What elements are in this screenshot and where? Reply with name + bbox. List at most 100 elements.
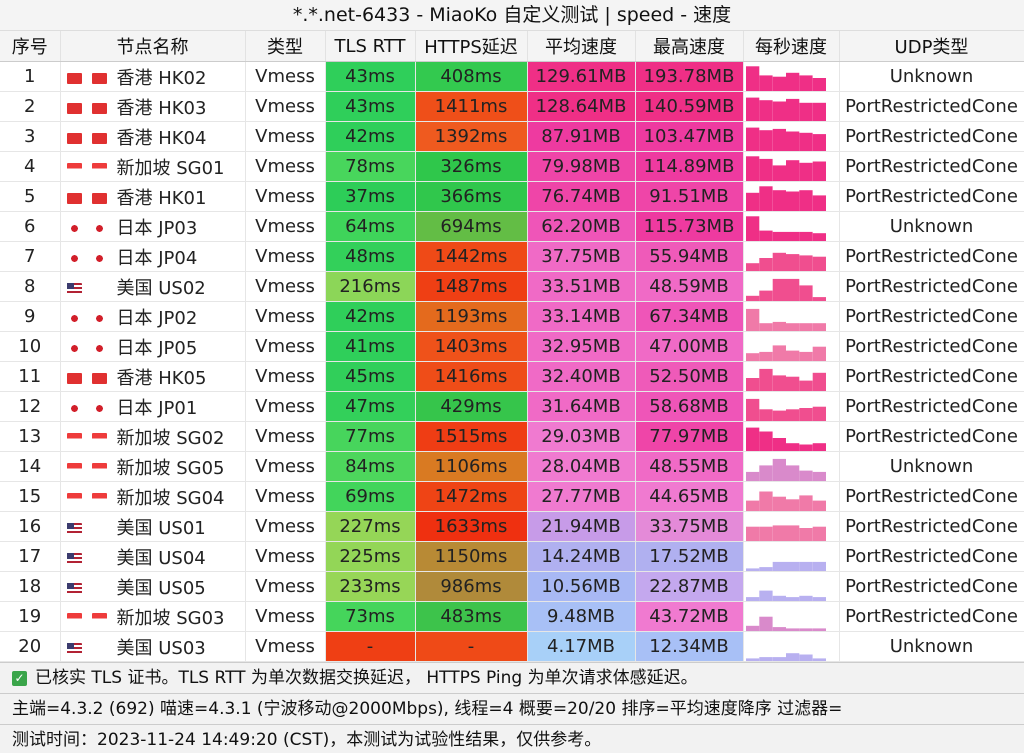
cell-per-second-speed (743, 361, 840, 392)
sparkline-bar (745, 295, 759, 301)
sparkline-bar (772, 656, 786, 661)
cell-per-second-speed (743, 631, 840, 662)
flag-icon (66, 98, 117, 119)
sparkline-bar (812, 346, 826, 361)
cell-https-latency: 1411ms (415, 91, 528, 122)
table-row: 16 美国 US01 Vmess 227ms 1633ms 21.94MB 33.75MB P… (0, 511, 1024, 542)
cell-avg-speed: 33.51MB (527, 271, 636, 302)
sparkline-bar (745, 427, 759, 451)
cell-index: 12 (0, 391, 61, 422)
speed-sparkline (745, 127, 826, 151)
node-name-text: 日本 JP01 (116, 397, 198, 419)
footer-note-text: 已核实 TLS 证书。TLS RTT 为单次数据交换延迟， HTTPS Ping… (35, 668, 698, 688)
cell-max-speed: 103.47MB (635, 121, 744, 152)
table-row: 18 美国 US05 Vmess 233ms 986ms 10.56MB 22.87MB Po… (0, 571, 1024, 602)
cell-https-latency: 1633ms (415, 511, 528, 542)
sparkline-bar (745, 471, 759, 481)
cell-tls-rtt: 69ms (325, 481, 416, 512)
cell-udp-type: PortRestrictedCone (839, 541, 1024, 572)
sparkline-bar (798, 444, 813, 451)
flag-icon (66, 338, 117, 359)
cell-https-latency: 1472ms (415, 481, 528, 512)
sparkline-bar (758, 351, 773, 361)
page-title: *.*.net-6433 - MiaoKo 自定义测试 | speed - 速度 (0, 0, 1024, 31)
speed-sparkline (745, 65, 826, 91)
cell-avg-speed: 32.40MB (527, 361, 636, 392)
sparkline-bar (772, 164, 786, 181)
sparkline-bar (798, 231, 813, 241)
cell-type: Vmess (245, 361, 326, 392)
table-row: 4 新加坡 SG01 Vmess 78ms 326ms 79.98MB 114.89MB Po… (0, 151, 1024, 182)
sparkline-bar (812, 194, 826, 211)
cell-type: Vmess (245, 571, 326, 602)
cell-udp-type: Unknown (839, 451, 1024, 482)
sparkline-bar (745, 352, 759, 361)
cell-https-latency: - (415, 631, 528, 662)
sparkline-bar (772, 76, 786, 91)
flag-icon (66, 458, 117, 479)
sparkline-bar (785, 98, 799, 121)
cell-type: Vmess (245, 511, 326, 542)
sparkline-bar (812, 657, 826, 661)
cell-avg-speed: 128.64MB (527, 91, 636, 122)
sparkline-bar (758, 158, 773, 181)
cell-avg-speed: 62.20MB (527, 211, 636, 242)
speed-sparkline (745, 524, 826, 541)
sparkline-bar (758, 99, 773, 121)
sparkline-bar (772, 321, 786, 331)
node-name-text: 日本 JP03 (116, 217, 198, 239)
sparkline-bar (772, 437, 786, 451)
cell-index: 13 (0, 421, 61, 452)
table-row: 2 香港 HK03 Vmess 43ms 1411ms 128.64MB 140.59MB P… (0, 91, 1024, 122)
sparkline-bar (798, 189, 813, 211)
cell-avg-speed: 129.61MB (527, 61, 636, 92)
node-name-text: 美国 US03 (116, 637, 206, 659)
header-row: 序号 节点名称 类型 TLS RTT HTTPS延迟 平均速度 最高速度 每秒速… (0, 31, 1024, 62)
col-header-tls-rtt: TLS RTT (325, 31, 416, 62)
sparkline-bar (785, 350, 799, 361)
node-name-text: 香港 HK01 (116, 187, 207, 209)
sparkline-bar (812, 442, 826, 451)
col-header-index: 序号 (0, 31, 61, 62)
node-name-text: 美国 US02 (116, 277, 206, 299)
cell-type: Vmess (245, 331, 326, 362)
cell-type: Vmess (245, 421, 326, 452)
cell-avg-speed: 87.91MB (527, 121, 636, 152)
cell-tls-rtt: 42ms (325, 301, 416, 332)
sparkline-bar (812, 526, 826, 541)
table-row: 6 日本 JP03 Vmess 64ms 694ms 62.20MB 115.73MB Unk… (0, 211, 1024, 242)
node-name-text: 香港 HK03 (116, 97, 207, 119)
sparkline-bar (745, 155, 759, 181)
cell-node-name: 香港 HK01 (60, 181, 246, 212)
sparkline-bar (772, 189, 786, 211)
sparkline-bar (758, 590, 773, 601)
cell-type: Vmess (245, 271, 326, 302)
node-name-text: 美国 US05 (116, 577, 206, 599)
flag-icon (66, 128, 117, 149)
cell-tls-rtt: 227ms (325, 511, 416, 542)
sparkline-bar (812, 133, 826, 151)
cell-https-latency: 1403ms (415, 331, 528, 362)
sparkline-bar (812, 596, 826, 601)
cell-per-second-speed (743, 421, 840, 452)
cell-max-speed: 12.34MB (635, 631, 744, 662)
table-row: 9 日本 JP02 Vmess 42ms 1193ms 33.14MB 67.34MB Por… (0, 301, 1024, 332)
sparkline-bar (798, 102, 813, 121)
flag-icon (66, 278, 117, 299)
cell-index: 4 (0, 151, 61, 182)
cell-per-second-speed (743, 511, 840, 542)
flag-icon (66, 488, 117, 509)
node-name-text: 新加坡 SG04 (116, 487, 225, 509)
cell-tls-rtt: 45ms (325, 361, 416, 392)
footer-time: 测试时间：2023-11-24 14:49:20 (CST)，本测试为试验性结果… (0, 724, 1024, 753)
cell-node-name: 香港 HK04 (60, 121, 246, 152)
cell-per-second-speed (743, 331, 840, 362)
sparkline-bar (758, 431, 773, 451)
cell-node-name: 新加坡 SG03 (60, 601, 246, 632)
cell-per-second-speed (743, 181, 840, 212)
cell-https-latency: 1193ms (415, 301, 528, 332)
cell-type: Vmess (245, 181, 326, 212)
sparkline-bar (785, 159, 799, 181)
cell-udp-type: PortRestrictedCone (839, 571, 1024, 602)
sparkline-bar (772, 101, 786, 121)
